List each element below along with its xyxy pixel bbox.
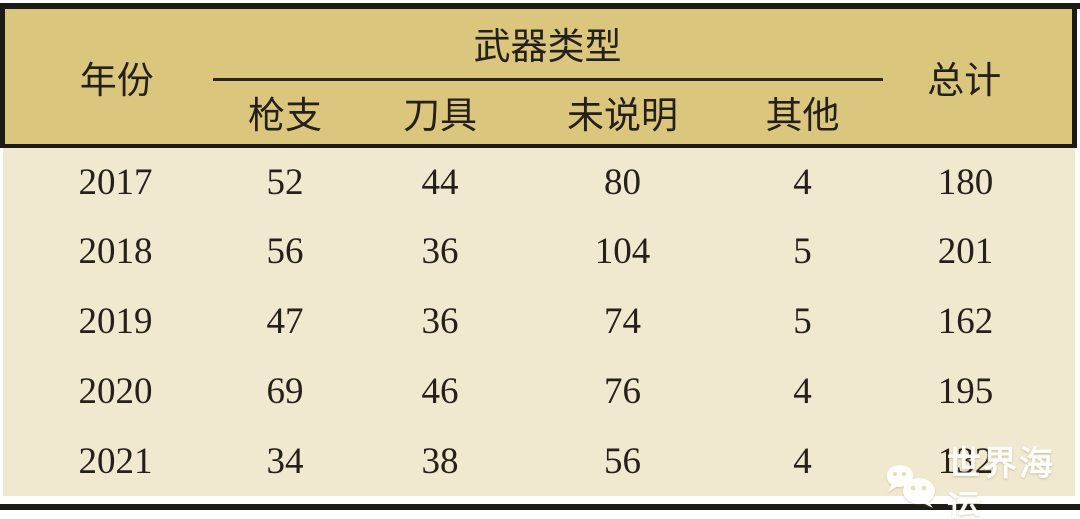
cell-year: 2021 xyxy=(78,440,153,482)
cell-year: 2017 xyxy=(78,161,153,203)
header-year: 年份 xyxy=(0,9,213,148)
header-unspecified: 未说明 xyxy=(522,79,723,148)
table-body: 2017 52 44 80 4 180 2018 56 36 104 5 201… xyxy=(2,146,1075,496)
cell-unspecified: 56 xyxy=(604,440,641,482)
weapons-table: 年份 武器类型 总计 枪支 刀具 未说明 其他 2017 52 44 80 4 … xyxy=(0,9,1077,496)
cell-knives: 36 xyxy=(421,300,459,342)
cell-other: 4 xyxy=(793,440,812,482)
table-row: 2017 52 44 80 4 180 xyxy=(3,146,1075,216)
cell-other: 4 xyxy=(793,370,812,412)
cell-guns: 69 xyxy=(266,370,304,412)
cell-total: 180 xyxy=(937,161,994,203)
table-row: 2021 34 38 56 4 132 xyxy=(3,426,1075,496)
top-rule xyxy=(0,3,1080,9)
header-sub-row: 枪支 刀具 未说明 其他 xyxy=(3,79,1075,148)
cell-other: 5 xyxy=(793,230,812,272)
header-guns: 枪支 xyxy=(212,79,358,148)
cell-year: 2020 xyxy=(78,370,153,412)
cell-knives: 44 xyxy=(421,161,459,203)
table-row: 2018 56 36 104 5 201 xyxy=(3,216,1075,286)
cell-knives: 36 xyxy=(421,230,459,272)
cell-other: 5 xyxy=(793,300,812,342)
table-row: 2019 47 36 74 5 162 xyxy=(3,286,1075,356)
header-group-row: 年份 武器类型 总计 xyxy=(0,9,1077,148)
cell-total: 162 xyxy=(937,300,994,342)
cell-other: 4 xyxy=(793,161,812,203)
header-total: 总计 xyxy=(882,9,1077,148)
cell-year: 2019 xyxy=(78,300,153,342)
cell-unspecified: 104 xyxy=(594,230,651,272)
cell-unspecified: 76 xyxy=(604,370,641,412)
cell-guns: 47 xyxy=(266,300,304,342)
cell-total: 195 xyxy=(937,370,994,412)
header-other: 其他 xyxy=(722,79,883,148)
bottom-rule xyxy=(0,504,1080,510)
cell-guns: 56 xyxy=(266,230,304,272)
header-knives: 刀具 xyxy=(357,79,523,148)
cell-unspecified: 74 xyxy=(604,300,641,342)
cell-unspecified: 80 xyxy=(604,161,641,203)
cell-total: 201 xyxy=(937,230,994,272)
cell-guns: 34 xyxy=(266,440,304,482)
header-weapon-type-group: 武器类型 xyxy=(212,9,883,81)
cell-total: 132 xyxy=(937,440,994,482)
cell-year: 2018 xyxy=(78,230,153,272)
cell-knives: 46 xyxy=(421,370,459,412)
table-header: 年份 武器类型 总计 枪支 刀具 未说明 其他 xyxy=(0,9,1077,148)
cell-guns: 52 xyxy=(266,161,304,203)
table-row: 2020 69 46 76 4 195 xyxy=(3,356,1075,426)
cell-knives: 38 xyxy=(421,440,459,482)
